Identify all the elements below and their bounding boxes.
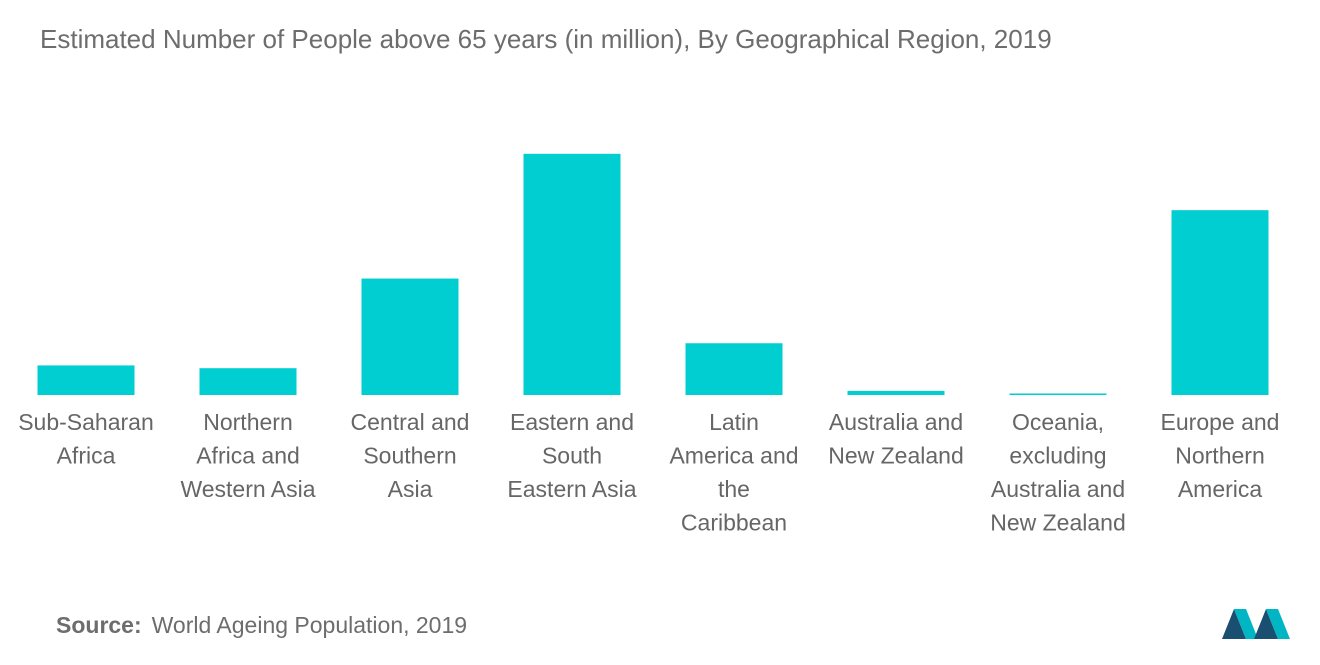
category-label-line: Sub-Saharan <box>18 409 154 435</box>
logo-left-dark <box>1222 609 1246 639</box>
bar-5 <box>847 390 945 395</box>
category-label-line: South <box>542 443 602 469</box>
category-label-line: America <box>1178 476 1263 502</box>
category-label-line: excluding <box>1009 443 1106 469</box>
source-line: Source: World Ageing Population, 2019 <box>56 612 467 639</box>
source-label: Source: <box>56 612 142 638</box>
chart-title: Estimated Number of People above 65 year… <box>40 24 1052 54</box>
category-label-6: Oceania, excluding Australia and New Zealan… <box>990 409 1126 536</box>
bar-4 <box>685 343 783 395</box>
category-label-0: Sub-Saharan Africa <box>18 409 154 469</box>
category-label-line: Southern <box>363 443 456 469</box>
category-label-line: New Zealand <box>828 443 964 469</box>
brand-logo <box>1222 609 1290 639</box>
category-label-1: Northern Africa and Western Asia <box>180 409 315 502</box>
logo-right-dark <box>1254 609 1278 639</box>
category-label-4: Latin America and the Caribbean <box>669 409 798 536</box>
category-label-line: Europe and <box>1161 409 1280 435</box>
logo-right-light <box>1266 609 1290 639</box>
category-label-5: Australia and New Zealand <box>828 409 964 469</box>
category-label-line: Latin <box>709 409 759 435</box>
category-labels-group: Sub-Saharan Africa Northern Africa and Weste… <box>18 409 1279 536</box>
bar-3 <box>523 153 621 395</box>
category-label-line: Australia and <box>829 409 963 435</box>
category-label-3: Eastern and South Eastern Asia <box>507 409 636 502</box>
category-label-line: Northern <box>203 409 292 435</box>
bars-group <box>37 153 1269 395</box>
category-label-line: America and <box>669 443 798 469</box>
source-text: World Ageing Population, 2019 <box>151 612 468 638</box>
category-label-line: Eastern Asia <box>507 476 636 502</box>
category-label-7: Europe and Northern America <box>1161 409 1280 502</box>
category-label-line: Asia <box>388 476 433 502</box>
category-label-2: Central and Southern Asia <box>351 409 470 502</box>
logo-left-light <box>1234 609 1258 639</box>
category-label-line: Australia and <box>991 476 1125 502</box>
category-label-line: Eastern and <box>510 409 634 435</box>
category-label-line: Northern <box>1175 443 1264 469</box>
category-label-line: Africa and <box>196 443 300 469</box>
bar-6 <box>1009 393 1107 395</box>
category-label-line: New Zealand <box>990 510 1126 536</box>
bar-7 <box>1171 210 1269 395</box>
category-label-line: Central and <box>351 409 470 435</box>
category-label-line: Africa <box>57 443 116 469</box>
bar-chart: Sub-Saharan Africa Northern Africa and Weste… <box>18 153 1279 536</box>
category-label-line: the <box>718 476 750 502</box>
bar-1 <box>199 368 297 395</box>
category-label-line: Oceania, <box>1012 409 1104 435</box>
bar-2 <box>361 278 459 395</box>
category-label-line: Western Asia <box>180 476 315 502</box>
bar-0 <box>37 365 135 395</box>
category-label-line: Caribbean <box>681 510 787 536</box>
